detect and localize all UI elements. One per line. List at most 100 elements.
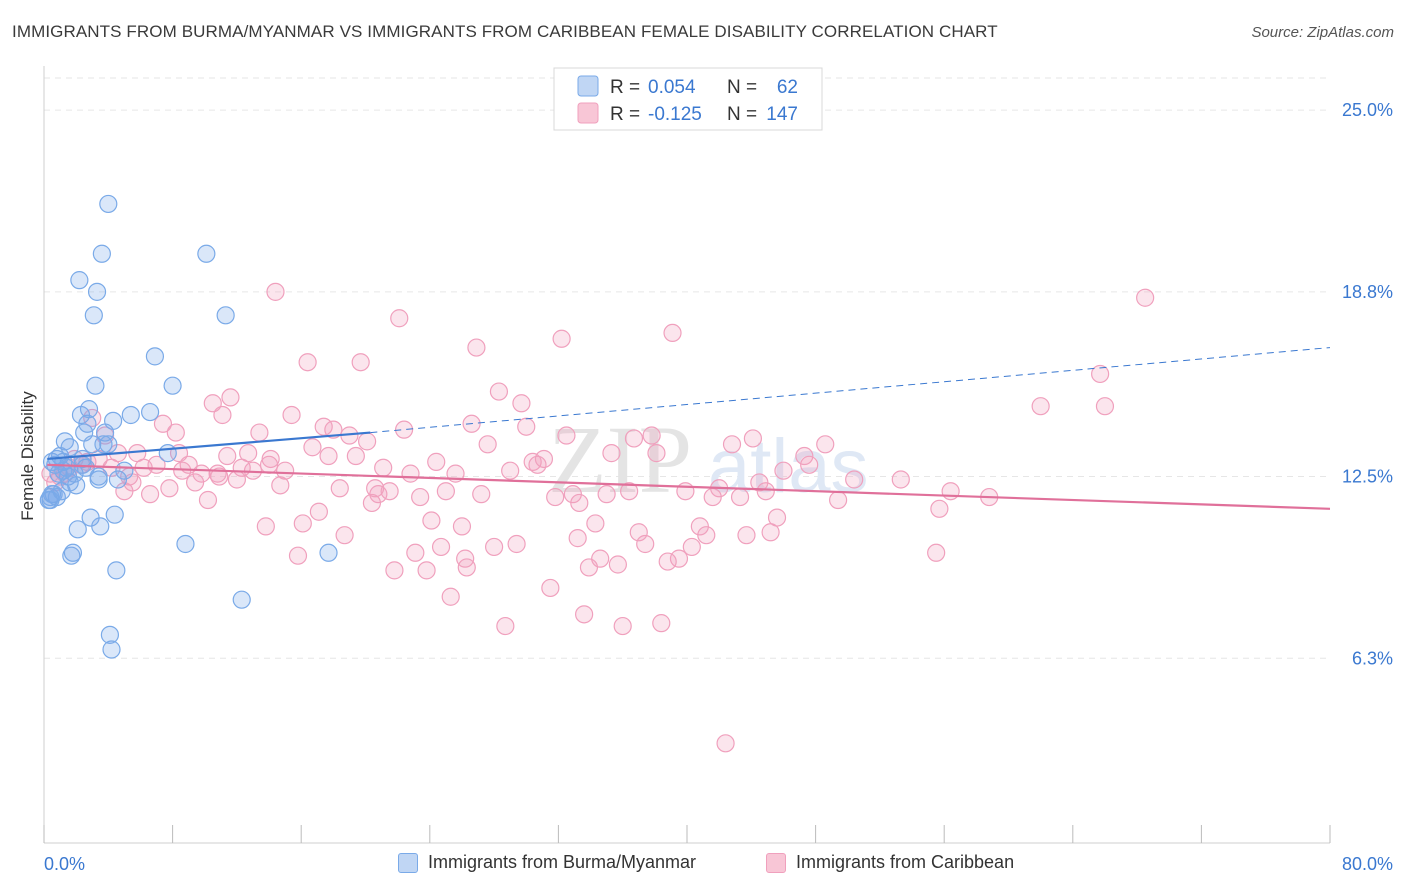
point-caribbean xyxy=(422,511,441,530)
point-caribbean xyxy=(239,444,258,463)
point-caribbean xyxy=(624,429,644,448)
point-burma xyxy=(216,306,235,325)
point-burma xyxy=(102,640,121,659)
point-caribbean xyxy=(795,446,814,466)
point-caribbean xyxy=(276,461,295,480)
point-caribbean xyxy=(369,485,388,504)
legend-r-label-burma: R = xyxy=(610,77,640,98)
point-burma xyxy=(79,400,99,419)
point-caribbean xyxy=(472,485,491,504)
point-caribbean xyxy=(271,476,290,495)
point-caribbean xyxy=(669,549,689,568)
point-caribbean xyxy=(647,444,666,463)
point-burma xyxy=(107,561,126,580)
x-tick-label-max: 80.0% xyxy=(1342,854,1393,874)
point-burma xyxy=(60,473,79,492)
point-caribbean xyxy=(697,526,716,545)
point-burma xyxy=(70,271,89,290)
point-caribbean xyxy=(941,482,960,501)
point-burma xyxy=(176,534,195,554)
legend-n-label-caribbean: N = xyxy=(727,104,757,125)
y-tick-label: 6.3% xyxy=(1352,648,1393,668)
point-caribbean xyxy=(309,502,328,521)
point-burma xyxy=(55,432,74,451)
point-caribbean xyxy=(756,482,775,501)
point-caribbean xyxy=(642,426,661,445)
point-caribbean xyxy=(608,555,627,574)
legend-bottom-swatch-caribbean xyxy=(766,852,786,873)
point-caribbean xyxy=(250,423,269,442)
point-caribbean xyxy=(927,543,946,562)
point-caribbean xyxy=(716,734,735,753)
point-caribbean xyxy=(153,414,173,433)
point-caribbean xyxy=(282,405,301,425)
legend-r-value-caribbean: -0.125 xyxy=(648,104,702,125)
point-caribbean xyxy=(456,549,475,568)
point-caribbean xyxy=(568,529,587,548)
point-caribbean xyxy=(730,487,750,507)
point-caribbean xyxy=(203,394,222,413)
y-tick-label: 25.0% xyxy=(1342,100,1393,120)
point-caribbean xyxy=(676,482,695,501)
point-caribbean xyxy=(541,578,560,598)
point-caribbean xyxy=(431,537,451,557)
point-caribbean xyxy=(335,526,354,545)
legend-n-value-burma: 62 xyxy=(777,77,798,98)
point-burma xyxy=(158,444,177,463)
point-caribbean xyxy=(1136,288,1155,307)
point-caribbean xyxy=(166,423,185,442)
point-caribbean xyxy=(534,449,554,469)
point-caribbean xyxy=(496,616,515,636)
legend-swatch-caribbean xyxy=(577,102,599,124)
point-burma xyxy=(63,543,83,562)
legend-n-value-caribbean: 147 xyxy=(766,104,798,125)
point-caribbean xyxy=(743,429,763,448)
point-caribbean xyxy=(682,537,701,557)
point-caribbean xyxy=(140,485,160,504)
point-caribbean xyxy=(652,614,671,633)
point-caribbean xyxy=(467,338,486,357)
point-caribbean xyxy=(636,534,655,554)
point-caribbean xyxy=(620,482,639,501)
point-caribbean xyxy=(358,432,377,451)
legend-swatch-burma xyxy=(577,75,599,97)
watermark-zip: ZIP xyxy=(548,406,692,513)
trend-line-burma-extension xyxy=(370,347,1331,434)
point-burma xyxy=(78,414,97,433)
point-caribbean xyxy=(658,552,677,571)
y-tick-label: 12.5% xyxy=(1342,467,1393,487)
point-caribbean xyxy=(829,490,848,510)
point-caribbean xyxy=(930,499,949,518)
point-caribbean xyxy=(406,543,425,562)
point-burma xyxy=(62,546,81,565)
point-caribbean xyxy=(1095,397,1115,416)
point-caribbean xyxy=(816,435,835,454)
point-caribbean xyxy=(501,461,520,480)
x-tick-label-min: 0.0% xyxy=(44,854,85,874)
point-caribbean xyxy=(221,388,240,407)
point-burma xyxy=(84,306,103,325)
point-burma xyxy=(86,376,105,395)
point-caribbean xyxy=(485,537,504,557)
point-burma xyxy=(68,520,87,539)
legend-n-label-burma: N = xyxy=(727,77,757,98)
watermark-atlas: atlas xyxy=(708,424,869,509)
point-burma xyxy=(60,438,79,457)
point-caribbean xyxy=(366,479,385,498)
point-caribbean xyxy=(489,382,509,401)
point-burma xyxy=(41,490,60,510)
trend-lines xyxy=(47,347,1331,510)
y-axis-label: Female Disability xyxy=(18,391,37,521)
point-caribbean xyxy=(374,458,393,477)
legend-item-caribbean: Immigrants from Caribbean xyxy=(766,852,1014,873)
point-caribbean xyxy=(192,464,211,483)
legend-top: R = 0.054 N = 62 R = -0.125 N = 147 xyxy=(553,67,823,131)
point-caribbean xyxy=(845,470,864,489)
point-caribbean xyxy=(210,467,229,486)
legend-bottom-label-burma: Immigrants from Burma/Myanmar xyxy=(428,852,697,872)
trend-line-caribbean xyxy=(47,463,1331,510)
point-caribbean xyxy=(330,479,349,498)
point-caribbean xyxy=(218,446,237,466)
point-burma xyxy=(115,461,134,480)
watermark: ZIP atlas xyxy=(548,406,869,513)
